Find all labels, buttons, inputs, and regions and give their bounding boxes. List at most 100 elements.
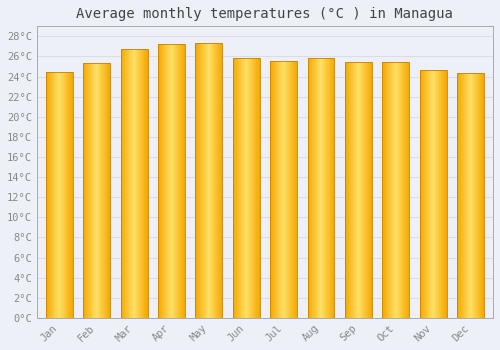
Bar	[428, 70, 429, 318]
Bar	[314, 58, 315, 318]
Bar	[457, 72, 458, 318]
Bar	[387, 62, 388, 318]
Bar	[53, 71, 54, 318]
Bar	[256, 58, 257, 318]
Bar	[390, 62, 391, 318]
Bar	[233, 58, 234, 318]
Bar	[52, 71, 53, 318]
Bar	[103, 63, 104, 318]
Bar	[458, 72, 459, 318]
Bar	[83, 63, 110, 318]
Bar	[348, 62, 350, 318]
Bar	[249, 58, 250, 318]
Bar	[242, 58, 243, 318]
Bar	[459, 72, 460, 318]
Bar	[58, 71, 59, 318]
Bar	[134, 49, 135, 318]
Bar	[197, 43, 198, 318]
Bar	[130, 49, 131, 318]
Bar	[237, 58, 238, 318]
Bar	[295, 62, 296, 318]
Bar	[177, 44, 178, 318]
Bar	[359, 62, 360, 318]
Bar	[83, 63, 84, 318]
Bar	[393, 62, 394, 318]
Bar	[65, 71, 66, 318]
Bar	[367, 62, 368, 318]
Bar	[285, 62, 286, 318]
Bar	[403, 62, 404, 318]
Bar	[220, 43, 221, 318]
Bar	[323, 58, 324, 318]
Bar	[392, 62, 393, 318]
Bar	[282, 62, 283, 318]
Bar	[59, 71, 60, 318]
Bar	[406, 62, 407, 318]
Bar	[442, 70, 443, 318]
Bar	[434, 70, 435, 318]
Bar	[257, 58, 258, 318]
Bar	[101, 63, 102, 318]
Bar	[289, 62, 290, 318]
Bar	[135, 49, 136, 318]
Bar	[253, 58, 254, 318]
Bar	[445, 70, 446, 318]
Bar	[385, 62, 386, 318]
Bar	[243, 58, 244, 318]
Bar	[50, 71, 51, 318]
Bar	[120, 49, 121, 318]
Bar	[250, 58, 251, 318]
Bar	[93, 63, 94, 318]
Bar	[405, 62, 406, 318]
Bar	[345, 62, 372, 318]
Bar	[180, 44, 181, 318]
Bar	[326, 58, 327, 318]
Bar	[422, 70, 423, 318]
Bar	[272, 62, 273, 318]
Bar	[51, 71, 52, 318]
Bar	[109, 63, 110, 318]
Bar	[421, 70, 422, 318]
Bar	[382, 62, 383, 318]
Bar	[213, 43, 214, 318]
Bar	[275, 62, 276, 318]
Bar	[94, 63, 95, 318]
Bar	[311, 58, 312, 318]
Bar	[144, 49, 145, 318]
Bar	[235, 58, 236, 318]
Bar	[120, 49, 148, 318]
Bar	[457, 72, 484, 318]
Bar	[63, 71, 64, 318]
Bar	[145, 49, 146, 318]
Bar	[310, 58, 311, 318]
Bar	[315, 58, 316, 318]
Bar	[318, 58, 319, 318]
Bar	[217, 43, 218, 318]
Bar	[234, 58, 235, 318]
Bar	[252, 58, 253, 318]
Bar	[469, 72, 470, 318]
Bar	[175, 44, 176, 318]
Bar	[196, 43, 222, 318]
Bar	[384, 62, 385, 318]
Bar	[290, 62, 291, 318]
Bar	[182, 44, 184, 318]
Bar	[181, 44, 182, 318]
Bar	[371, 62, 372, 318]
Bar	[60, 71, 61, 318]
Bar	[286, 62, 287, 318]
Bar	[98, 63, 99, 318]
Bar	[57, 71, 58, 318]
Bar	[66, 71, 67, 318]
Bar	[287, 62, 288, 318]
Bar	[160, 44, 161, 318]
Bar	[356, 62, 357, 318]
Bar	[483, 72, 484, 318]
Bar	[55, 71, 56, 318]
Bar	[90, 63, 92, 318]
Bar	[433, 70, 434, 318]
Bar	[399, 62, 400, 318]
Bar	[431, 70, 432, 318]
Bar	[443, 70, 444, 318]
Bar	[159, 44, 160, 318]
